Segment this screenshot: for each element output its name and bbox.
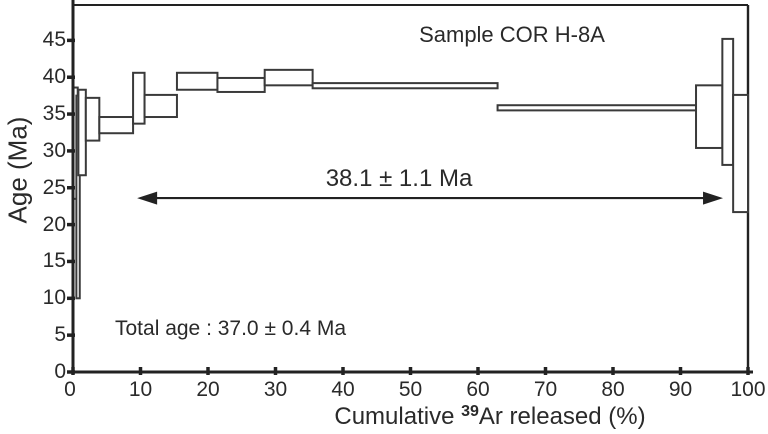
step-box <box>175 71 219 91</box>
x-tick-label: 0 <box>64 378 76 401</box>
x-tick-label: 60 <box>466 378 490 401</box>
step-box <box>311 82 499 90</box>
step-box <box>263 68 314 87</box>
x-tick-label: 10 <box>128 378 153 401</box>
x-axis-title-suffix: Ar released (%) <box>478 403 646 430</box>
step-box <box>132 71 146 125</box>
x-tick-label: 40 <box>331 378 355 401</box>
y-tick-label: 15 <box>42 249 66 273</box>
y-tick-label: 35 <box>42 102 66 126</box>
y-tick-label: 10 <box>42 286 66 310</box>
step-box <box>143 93 178 119</box>
y-tick-label: 45 <box>42 28 66 52</box>
step-box <box>84 96 101 142</box>
total-age-label: Total age : 37.0 ± 0.4 Ma <box>115 317 346 340</box>
x-tick-label: 50 <box>398 378 423 401</box>
x-axis-title: Cumulative 39Ar released (%) <box>334 403 645 431</box>
y-tick-label: 40 <box>42 65 66 89</box>
plateau-age-label: 38.1 ± 1.1 Ma <box>325 165 473 192</box>
sample-label: Sample COR H-8A <box>419 22 605 47</box>
step-box <box>695 84 724 149</box>
y-tick-label: 5 <box>54 323 66 347</box>
x-tick-label: 90 <box>668 378 693 401</box>
y-tick-label: 0 <box>54 360 66 383</box>
y-axis-title: Age (Ma) <box>2 116 33 224</box>
x-axis-title-isotope-superscript: 39 <box>461 403 479 420</box>
step-box <box>496 104 698 112</box>
x-tick-label: 100 <box>730 378 766 401</box>
x-tick-label: 20 <box>196 378 220 401</box>
y-tick-label: 25 <box>42 175 66 199</box>
x-axis-title-prefix: Cumulative <box>334 403 462 430</box>
x-tick-label: 80 <box>601 378 625 401</box>
x-tick-label: 70 <box>533 378 558 401</box>
step-box <box>77 88 87 177</box>
plateau-arrow-left-head <box>137 191 158 205</box>
x-tick-label: 30 <box>263 378 288 401</box>
y-tick-label: 20 <box>42 212 66 236</box>
step-box <box>721 37 735 166</box>
plateau-arrow-right-head <box>703 191 724 205</box>
step-box <box>216 76 266 93</box>
y-tick-label: 30 <box>42 138 66 162</box>
step-box <box>732 93 750 214</box>
step-box <box>98 116 135 135</box>
